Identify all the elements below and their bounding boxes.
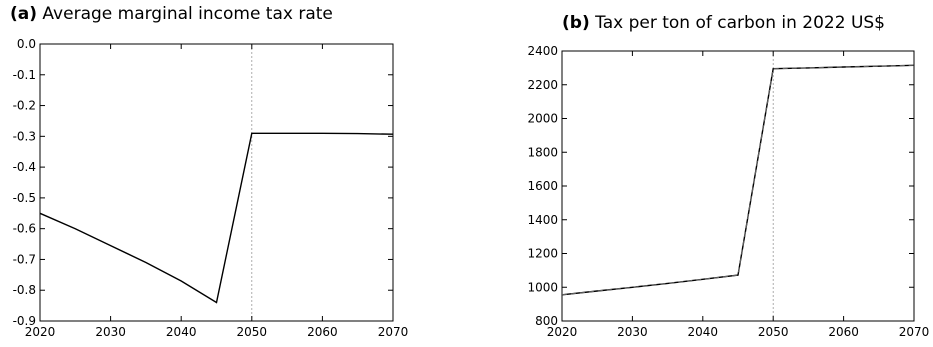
chart-b-plot-frame [561,50,915,322]
chart-a-x-tick-label: 2020 [25,325,56,339]
chart-a-x-tick-label: 2050 [237,325,268,339]
chart-b-x-tick-label: 2020 [547,325,578,339]
chart-b-y-tick-label: 2000 [527,112,558,126]
chart-a-x-tick-label: 2060 [307,325,338,339]
chart-b-x-tick-label: 2070 [899,325,930,339]
chart-a-y-tick-label: -0.6 [13,222,36,236]
chart-b-y-tick-label: 1400 [527,213,558,227]
chart-a-x-tick-label: 2040 [166,325,197,339]
chart-b-x-tick-label: 2050 [758,325,789,339]
chart-a-y-tick-label: -0.5 [13,191,36,205]
chart-b-title-text: Tax per ton of carbon in 2022 US$ [595,13,885,33]
chart-b-series-line-solid [561,64,915,296]
chart-a-y-tick-label: -0.1 [13,68,36,82]
chart-a-series-line-solid [39,132,394,304]
chart-b-y-tick-label: 2200 [527,78,558,92]
chart-b-y-tick-label: 800 [535,314,558,328]
chart-b-title: (b) Tax per ton of carbon in 2022 US$ [562,13,885,33]
chart-b-y-tick-label: 2400 [527,44,558,58]
chart-b-tag: (b) [562,13,590,33]
chart-a-x-tick-label: 2030 [95,325,126,339]
chart-a-title-text: Average marginal income tax rate [42,4,333,24]
chart-b-x-tick-label: 2040 [688,325,719,339]
chart-b-series-line-dashed [561,64,915,296]
chart-a-y-tick-label: -0.8 [13,283,36,297]
chart-a-y-tick-label: -0.2 [13,99,36,113]
chart-b-y-tick-label: 1200 [527,247,558,261]
chart-a-y-tick-label: -0.4 [13,160,36,174]
chart-a-tag: (a) [10,4,38,24]
chart-a-y-tick-label: 0.0 [17,37,36,51]
chart-a-title: (a) Average marginal income tax rate [10,4,333,24]
chart-b-y-tick-label: 1800 [527,145,558,159]
chart-b-y-tick-label: 1000 [527,280,558,294]
chart-a-plot-frame [39,43,394,322]
chart-b-x-tick-label: 2030 [617,325,648,339]
chart-b-x-tick-label: 2060 [828,325,859,339]
chart-a-x-tick-label: 2070 [378,325,409,339]
chart-a-y-tick-label: -0.9 [13,314,36,328]
chart-a-y-tick-label: -0.7 [13,252,36,266]
chart-b-y-tick-label: 1600 [527,179,558,193]
chart-a-y-tick-label: -0.3 [13,129,36,143]
